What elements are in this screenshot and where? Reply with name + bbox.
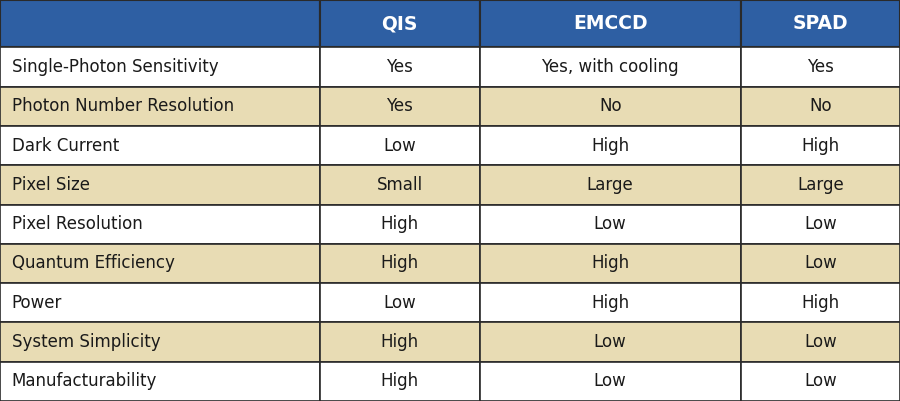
Bar	[480, 0, 741, 47]
Text: High: High	[801, 137, 840, 154]
Text: SPAD: SPAD	[793, 14, 848, 33]
Text: Single-Photon Sensitivity: Single-Photon Sensitivity	[12, 58, 219, 76]
Text: Large: Large	[587, 176, 634, 194]
Text: High: High	[381, 255, 418, 272]
Bar	[480, 47, 741, 87]
Bar	[0, 126, 320, 165]
Bar	[480, 244, 741, 283]
Text: QIS: QIS	[382, 14, 418, 33]
Text: Power: Power	[12, 294, 62, 312]
Bar	[0, 87, 320, 126]
Bar	[320, 322, 480, 362]
Text: Low: Low	[804, 333, 837, 351]
Bar	[320, 244, 480, 283]
Text: High: High	[591, 255, 629, 272]
Text: Yes: Yes	[386, 58, 413, 76]
Text: Low: Low	[804, 255, 837, 272]
Bar	[741, 362, 900, 401]
Bar	[480, 165, 741, 205]
Bar	[480, 126, 741, 165]
Bar	[480, 283, 741, 322]
Bar	[741, 126, 900, 165]
Text: Pixel Size: Pixel Size	[12, 176, 90, 194]
Text: Low: Low	[383, 137, 416, 154]
Bar	[320, 165, 480, 205]
Bar	[0, 322, 320, 362]
Text: High: High	[381, 333, 418, 351]
Text: System Simplicity: System Simplicity	[12, 333, 160, 351]
Bar	[0, 244, 320, 283]
Bar	[320, 205, 480, 244]
Bar	[480, 87, 741, 126]
Text: Small: Small	[376, 176, 423, 194]
Text: High: High	[591, 137, 629, 154]
Text: EMCCD: EMCCD	[573, 14, 647, 33]
Bar	[320, 87, 480, 126]
Bar	[0, 0, 320, 47]
Bar	[0, 283, 320, 322]
Bar	[320, 283, 480, 322]
Text: Low: Low	[383, 294, 416, 312]
Bar	[0, 47, 320, 87]
Text: Yes: Yes	[807, 58, 833, 76]
Text: Low: Low	[594, 333, 626, 351]
Bar	[741, 165, 900, 205]
Bar	[480, 322, 741, 362]
Text: Photon Number Resolution: Photon Number Resolution	[12, 97, 234, 115]
Bar	[741, 322, 900, 362]
Text: No: No	[809, 97, 832, 115]
Bar	[320, 362, 480, 401]
Text: Manufacturability: Manufacturability	[12, 373, 157, 390]
Text: High: High	[801, 294, 840, 312]
Bar	[0, 165, 320, 205]
Text: Low: Low	[804, 215, 837, 233]
Bar	[741, 283, 900, 322]
Bar	[0, 362, 320, 401]
Bar	[741, 205, 900, 244]
Text: Yes: Yes	[386, 97, 413, 115]
Bar	[320, 47, 480, 87]
Text: No: No	[598, 97, 622, 115]
Bar	[741, 87, 900, 126]
Text: Low: Low	[804, 373, 837, 390]
Bar	[741, 244, 900, 283]
Text: High: High	[381, 373, 418, 390]
Text: High: High	[381, 215, 418, 233]
Text: Low: Low	[594, 215, 626, 233]
Bar	[741, 0, 900, 47]
Bar	[480, 362, 741, 401]
Text: Pixel Resolution: Pixel Resolution	[12, 215, 142, 233]
Bar	[320, 126, 480, 165]
Text: High: High	[591, 294, 629, 312]
Bar	[480, 205, 741, 244]
Bar	[741, 47, 900, 87]
Text: Quantum Efficiency: Quantum Efficiency	[12, 255, 175, 272]
Bar	[320, 0, 480, 47]
Bar	[0, 205, 320, 244]
Text: Large: Large	[797, 176, 843, 194]
Text: Dark Current: Dark Current	[12, 137, 119, 154]
Text: Low: Low	[594, 373, 626, 390]
Text: Yes, with cooling: Yes, with cooling	[542, 58, 679, 76]
